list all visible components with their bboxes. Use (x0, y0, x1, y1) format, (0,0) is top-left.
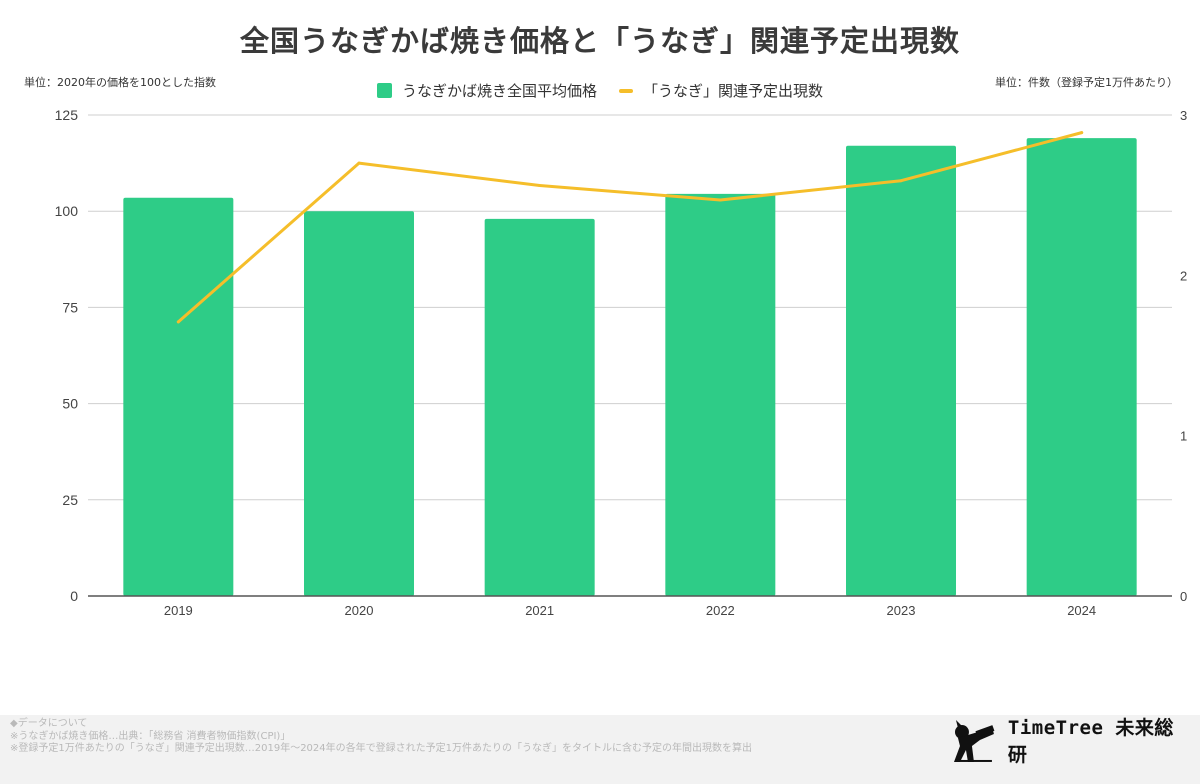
y-left-tick-label: 100 (55, 203, 79, 219)
notes-source: ※うなぎかば焼き価格…出典：「総務省 消費者物価指数(CPI)」 (10, 730, 291, 742)
bar (665, 193, 776, 596)
line-point (176, 320, 180, 324)
chart-title: 全国うなぎかば焼き価格と「うなぎ」関連予定出現数 (239, 24, 960, 58)
line-point (899, 179, 903, 183)
bar (484, 218, 595, 596)
y-left-tick-label: 75 (62, 299, 78, 315)
y-right-tick-label: 0 (1180, 589, 1187, 604)
line-point (357, 161, 361, 165)
notes-heading: ◆データについて (10, 718, 88, 729)
data-notes: ◆データについて ※うなぎかば焼き価格…出典：「総務省 消費者物価指数(CPI)… (10, 718, 752, 756)
bar (304, 211, 414, 596)
y-left-tick-label: 125 (55, 107, 79, 123)
x-tick-label: 2024 (1067, 603, 1096, 618)
legend-item-price: うなぎかば焼き全国平均価格 (376, 80, 597, 101)
left-axis-unit: 単位：2020年の価格を100とした指数 (24, 76, 216, 89)
legend: うなぎかば焼き全国平均価格 「うなぎ」関連予定出現数 (0, 80, 1200, 101)
right-axis-unit: 単位：件数（登録予定1万件あたり） (995, 76, 1178, 89)
brand-logo: TimeTree 未来総研 (948, 716, 1193, 766)
legend-label-count: 「うなぎ」関連予定出現数 (643, 82, 824, 100)
x-tick-label: 2023 (887, 603, 916, 618)
combo-chart: 0 25 50 75 100 125 0 1 2 3 2019 2020 2021 2022 2023 202… (55, 107, 1188, 618)
x-tick-label: 2020 (345, 603, 374, 618)
y-right-tick-label: 1 (1180, 429, 1187, 444)
x-tick-label: 2022 (706, 603, 735, 618)
notes-method: ※登録予定1万件あたりの「うなぎ」関連予定出現数…2019年〜2024年の各年で… (10, 743, 753, 754)
line-point (538, 184, 542, 188)
legend-swatch-bar (376, 83, 392, 98)
line-point (718, 198, 722, 202)
y-left-tick-label: 0 (70, 588, 78, 604)
x-tick-label: 2021 (525, 603, 554, 618)
bird-telescope-icon (953, 720, 995, 762)
legend-swatch-line (619, 88, 633, 93)
legend-item-count: 「うなぎ」関連予定出現数 (619, 80, 823, 101)
y-left-tick-label: 50 (62, 396, 78, 412)
y-right-tick-label: 2 (1180, 268, 1187, 283)
bar (123, 197, 234, 596)
brand-name: TimeTree 未来総研 (1007, 717, 1174, 766)
legend-label-price: うなぎかば焼き全国平均価格 (401, 82, 597, 100)
bar (1026, 138, 1137, 596)
y-right-tick-label: 3 (1180, 108, 1187, 123)
line-point (1080, 131, 1084, 135)
bar (846, 145, 956, 596)
line-series (176, 131, 1084, 324)
x-tick-label: 2019 (164, 603, 193, 618)
y-left-tick-label: 25 (62, 492, 78, 508)
